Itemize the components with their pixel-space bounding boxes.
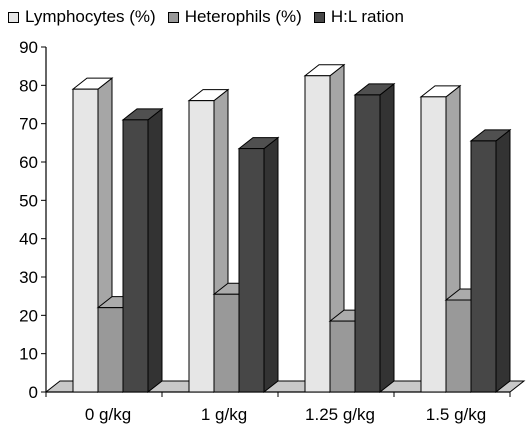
bar-front [238,148,265,393]
y-tick-label: 30 [19,268,38,287]
bar-front [445,299,472,393]
legend-swatch-lymphocytes [8,11,19,23]
bar-front [470,140,497,393]
x-tick-label: 0 g/kg [85,405,131,424]
y-tick-label: 70 [19,115,38,134]
legend-swatch-heterophils [167,11,179,23]
legend-label-lymphocytes: Lymphocytes (%) [25,7,156,26]
y-tick-label: 80 [19,76,38,95]
bar-side [147,107,163,394]
bar-front [122,119,149,393]
bar-lymphocytes-2 [303,63,346,394]
bar-front [329,320,356,393]
bar-front [354,94,381,393]
bar-front [304,75,331,393]
bar-front [420,96,447,393]
bar-hl-ratio-0 [121,107,164,394]
y-tick-label: 90 [19,38,38,57]
legend: Lymphocytes (%) Heterophils (%) H:L rati… [8,4,404,30]
legend-item-lymphocytes: Lymphocytes (%) [8,7,156,27]
bar-front [188,100,215,393]
y-tick-label: 50 [19,191,38,210]
y-tick-label: 20 [19,306,38,325]
bar-front [97,307,124,393]
x-tick-label: 1 g/kg [201,405,247,424]
bar-hl-ratio-1 [237,136,280,394]
y-tick-label: 10 [19,345,38,364]
bar-hl-ratio-3 [469,128,512,394]
legend-swatch-hl-ratio [313,11,325,23]
x-tick-label: 1.5 g/kg [426,405,487,424]
bar-front [72,88,99,393]
legend-item-heterophils: Heterophils (%) [167,7,302,27]
x-tick-label: 1.25 g/kg [305,405,375,424]
y-tick-label: 40 [19,230,38,249]
bar-hl-ratio-2 [353,82,396,394]
legend-item-hl-ratio: H:L ration [313,7,404,27]
bar-side [379,82,395,394]
bar-side [263,136,279,394]
legend-label-hl-ratio: H:L ration [330,7,404,26]
legend-label-heterophils: Heterophils (%) [184,7,302,26]
y-tick-label: 0 [29,383,38,402]
bar-front [213,293,240,393]
y-tick-label: 60 [19,153,38,172]
bar-side [495,128,511,394]
